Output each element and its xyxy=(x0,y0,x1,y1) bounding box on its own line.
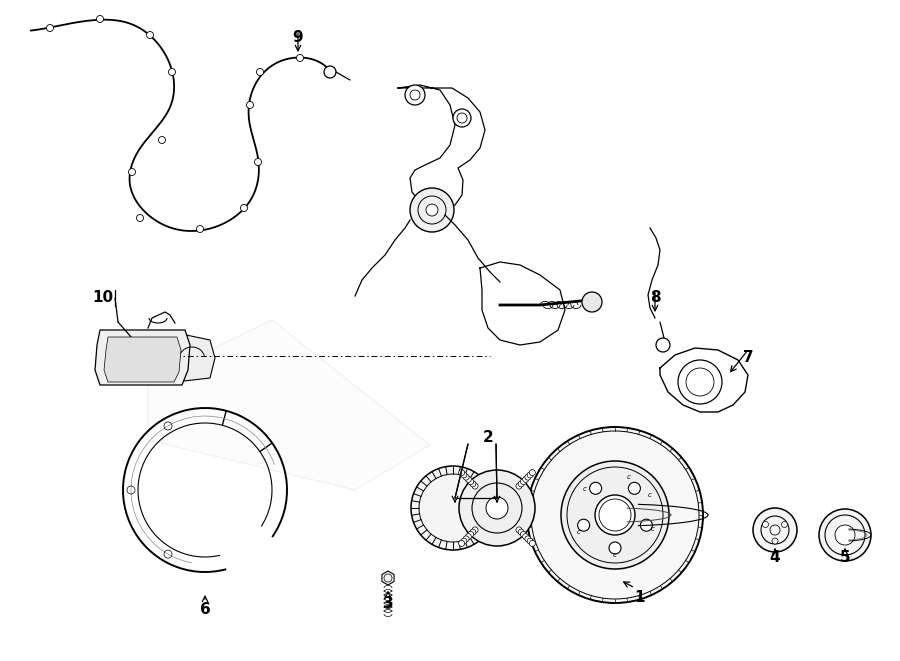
Text: c: c xyxy=(577,529,580,535)
Text: 8: 8 xyxy=(650,290,661,305)
Circle shape xyxy=(819,509,871,561)
Text: 9: 9 xyxy=(292,30,303,46)
Circle shape xyxy=(561,461,669,569)
Circle shape xyxy=(468,531,473,537)
Circle shape xyxy=(753,508,797,552)
Circle shape xyxy=(520,479,526,485)
Circle shape xyxy=(470,481,476,487)
Circle shape xyxy=(256,69,264,75)
Circle shape xyxy=(523,477,528,483)
Text: 5: 5 xyxy=(840,551,850,566)
Circle shape xyxy=(770,525,780,535)
Circle shape xyxy=(641,519,652,531)
Circle shape xyxy=(459,540,464,547)
Polygon shape xyxy=(382,571,394,585)
Circle shape xyxy=(472,483,478,489)
Circle shape xyxy=(255,159,262,165)
Text: 4: 4 xyxy=(770,551,780,566)
Polygon shape xyxy=(168,332,215,382)
Circle shape xyxy=(656,338,670,352)
Circle shape xyxy=(464,536,469,542)
Circle shape xyxy=(411,466,495,550)
Circle shape xyxy=(405,85,425,105)
Polygon shape xyxy=(104,337,181,382)
Circle shape xyxy=(461,472,467,478)
Circle shape xyxy=(518,481,524,487)
Circle shape xyxy=(459,470,464,476)
Circle shape xyxy=(465,477,472,483)
Circle shape xyxy=(147,32,154,38)
Circle shape xyxy=(426,204,438,216)
Circle shape xyxy=(762,522,769,527)
Text: 3: 3 xyxy=(382,596,393,611)
Circle shape xyxy=(470,529,476,535)
Circle shape xyxy=(529,540,535,547)
Circle shape xyxy=(96,15,104,22)
Circle shape xyxy=(527,538,533,544)
Circle shape xyxy=(678,360,722,404)
Circle shape xyxy=(772,538,778,544)
Circle shape xyxy=(527,472,533,478)
Circle shape xyxy=(465,533,472,539)
Circle shape xyxy=(595,495,635,535)
Text: c: c xyxy=(648,492,652,498)
Circle shape xyxy=(520,531,526,537)
Polygon shape xyxy=(95,330,190,385)
Circle shape xyxy=(464,474,469,480)
Circle shape xyxy=(590,483,601,494)
Circle shape xyxy=(516,527,522,533)
Circle shape xyxy=(168,69,176,75)
Circle shape xyxy=(468,479,473,485)
Circle shape xyxy=(296,54,303,61)
Circle shape xyxy=(516,483,522,489)
Circle shape xyxy=(158,137,166,143)
Circle shape xyxy=(472,527,478,533)
Circle shape xyxy=(486,497,508,519)
Text: 7: 7 xyxy=(742,350,753,366)
Circle shape xyxy=(529,470,535,476)
Circle shape xyxy=(578,519,590,531)
Circle shape xyxy=(453,109,471,127)
Circle shape xyxy=(523,533,528,539)
Circle shape xyxy=(609,542,621,554)
Circle shape xyxy=(527,427,703,603)
Circle shape xyxy=(459,470,535,546)
Circle shape xyxy=(781,522,788,527)
Circle shape xyxy=(47,24,53,32)
Circle shape xyxy=(129,169,136,176)
Text: 6: 6 xyxy=(200,602,211,617)
Text: c: c xyxy=(626,475,631,481)
Circle shape xyxy=(628,483,641,494)
Circle shape xyxy=(324,66,336,78)
Polygon shape xyxy=(148,320,430,490)
Circle shape xyxy=(196,225,203,233)
Circle shape xyxy=(137,215,143,221)
Text: c: c xyxy=(582,486,586,492)
Circle shape xyxy=(247,102,254,108)
Text: 2: 2 xyxy=(482,430,493,446)
Circle shape xyxy=(525,536,531,542)
Circle shape xyxy=(410,188,454,232)
Circle shape xyxy=(518,529,524,535)
Text: c: c xyxy=(651,525,654,531)
Circle shape xyxy=(582,292,602,312)
Circle shape xyxy=(240,204,248,212)
Text: 10: 10 xyxy=(93,290,113,305)
Text: 1: 1 xyxy=(634,590,645,605)
Circle shape xyxy=(525,474,531,480)
Circle shape xyxy=(461,538,467,544)
Text: c: c xyxy=(613,552,617,558)
Circle shape xyxy=(835,525,855,545)
